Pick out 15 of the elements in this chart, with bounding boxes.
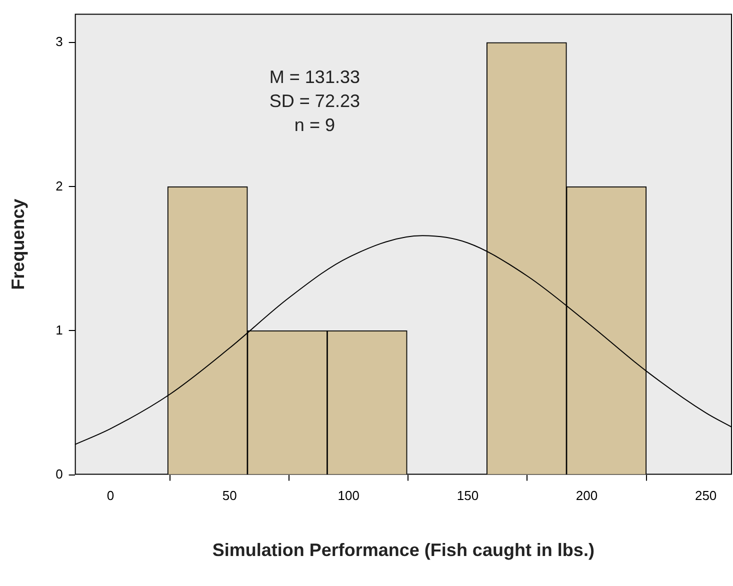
x-axis-title: Simulation Performance (Fish caught in lbs.)	[212, 540, 594, 560]
x-tick-label: 200	[576, 488, 598, 504]
annotation: M = 131.33	[269, 66, 360, 87]
y-tick-label: 2	[56, 178, 63, 194]
y-tick-label: 3	[56, 34, 63, 50]
y-axis-title: Frequency	[8, 198, 28, 290]
x-tick-label: 250	[694, 488, 717, 504]
y-tick-label: 1	[56, 322, 63, 338]
annotation: SD = 72.23	[269, 90, 360, 111]
x-tick-label: 0	[106, 488, 114, 504]
x-tick-label: 50	[222, 488, 237, 504]
annotation: n = 9	[294, 114, 335, 135]
y-tick-label: 0	[56, 466, 63, 482]
x-tick-label: 100	[338, 488, 360, 504]
x-tick-label: 150	[456, 488, 479, 504]
